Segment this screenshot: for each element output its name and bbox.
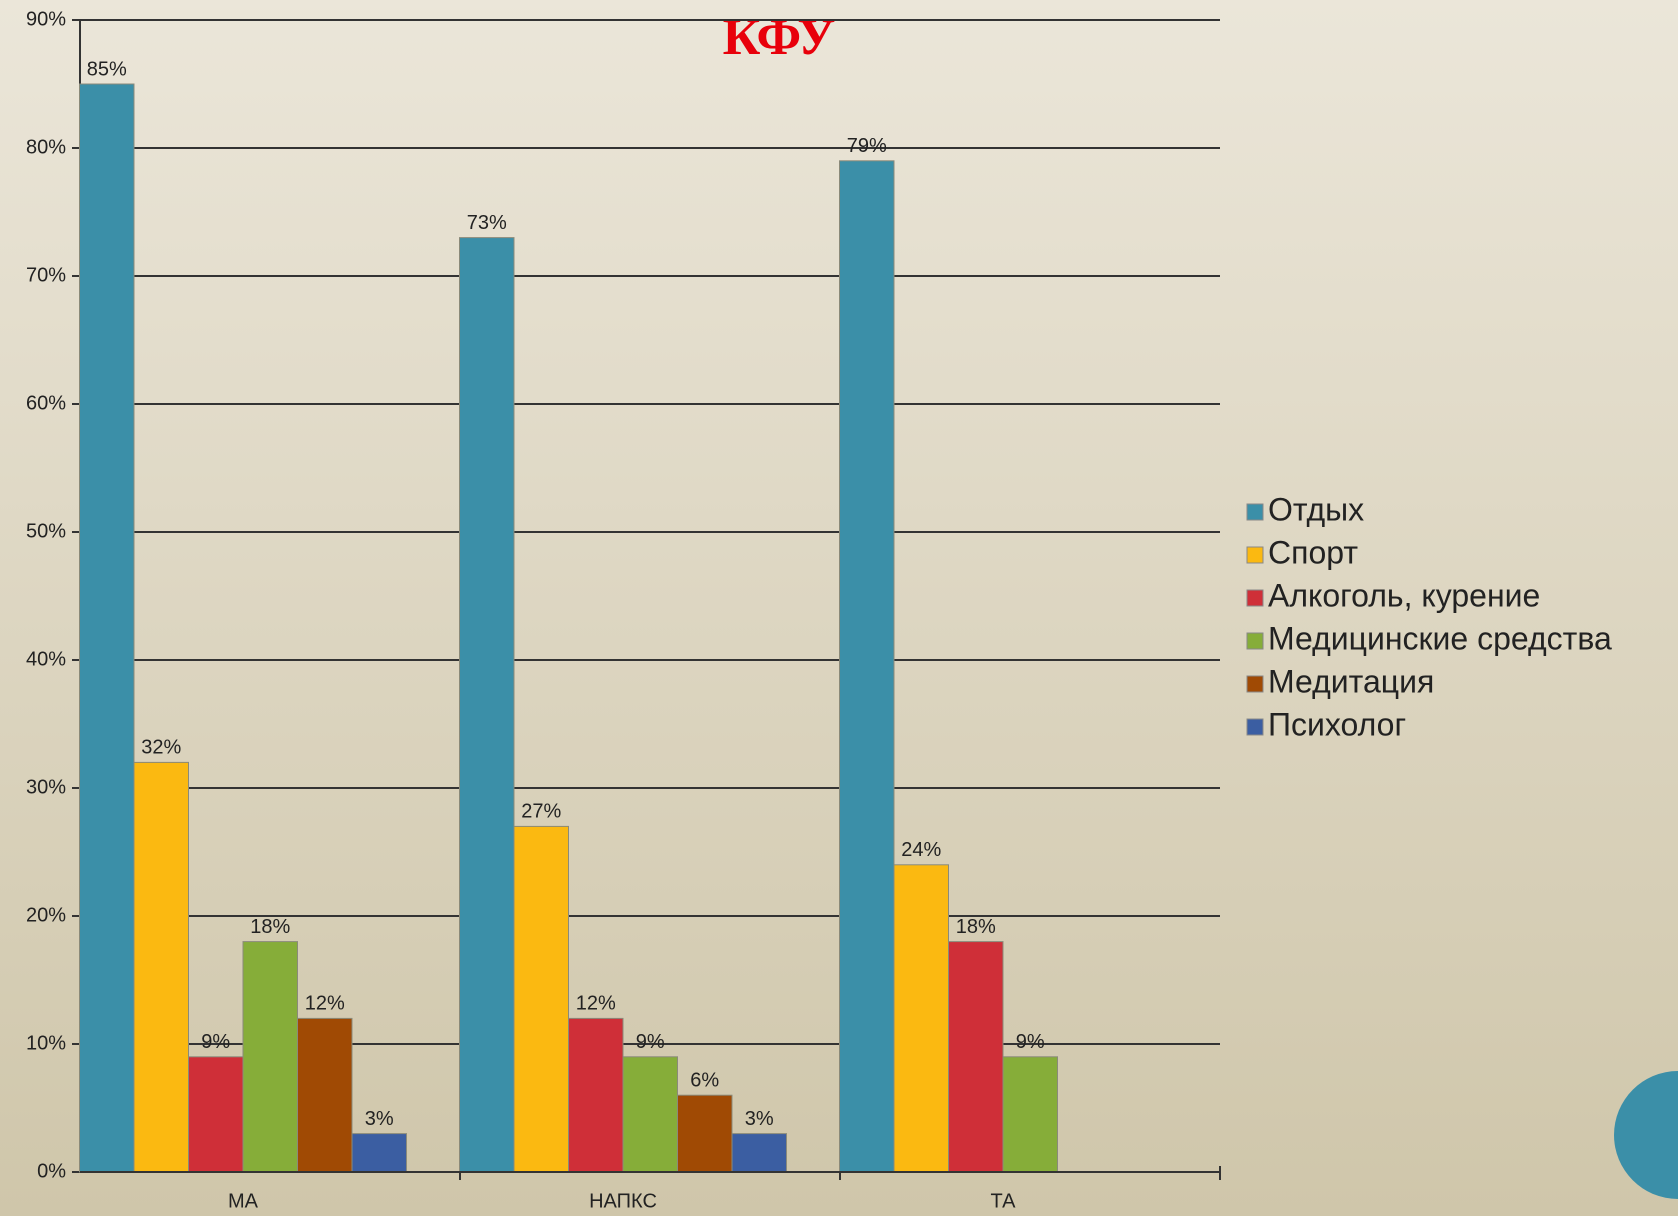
bar <box>297 1017 353 1173</box>
y-tick-label: 90% <box>26 8 66 30</box>
legend-swatch <box>1246 589 1264 607</box>
legend-swatch <box>1246 546 1264 564</box>
bar <box>513 825 569 1173</box>
legend-label: Алкоголь, курение <box>1268 577 1540 613</box>
bar <box>622 1056 678 1173</box>
data-label: 24% <box>901 839 941 861</box>
data-label: 79% <box>847 135 887 157</box>
bar <box>1002 1056 1058 1173</box>
bar <box>133 761 189 1173</box>
legend-swatch <box>1246 503 1264 521</box>
y-tick-label: 60% <box>26 392 66 414</box>
data-label: 9% <box>636 1031 665 1053</box>
bar <box>79 83 135 1173</box>
data-label: 18% <box>250 916 290 938</box>
x-tick-label: ТА <box>991 1190 1017 1212</box>
data-label: 12% <box>305 993 345 1015</box>
data-label: 32% <box>141 737 181 759</box>
data-label: 12% <box>576 993 616 1015</box>
legend-swatch <box>1246 675 1264 693</box>
bar <box>459 237 515 1173</box>
bar <box>731 1133 787 1173</box>
x-tick-label: НАПКС <box>589 1190 657 1212</box>
data-label: 3% <box>365 1108 394 1130</box>
bar <box>893 864 949 1173</box>
bar <box>839 160 895 1173</box>
legend-label: Отдых <box>1268 491 1364 527</box>
legend-swatch <box>1246 718 1264 736</box>
bar <box>677 1094 733 1173</box>
data-label: 6% <box>690 1069 719 1091</box>
bar <box>568 1017 624 1173</box>
y-tick-label: 50% <box>26 520 66 542</box>
legend-label: Психолог <box>1268 706 1406 742</box>
y-tick-label: 20% <box>26 904 66 926</box>
bar <box>188 1056 244 1173</box>
legend-swatch <box>1246 632 1264 650</box>
y-tick-label: 80% <box>26 136 66 158</box>
y-tick-label: 0% <box>37 1160 66 1182</box>
x-tick-label: МА <box>228 1190 259 1212</box>
chart-title: КФУ <box>723 9 836 66</box>
decor-circle <box>1614 1071 1678 1199</box>
bar <box>242 941 298 1173</box>
data-label: 27% <box>521 801 561 823</box>
y-tick-label: 70% <box>26 264 66 286</box>
bar <box>948 941 1004 1173</box>
bar <box>351 1133 407 1173</box>
data-label: 85% <box>87 58 127 80</box>
y-tick-label: 10% <box>26 1032 66 1054</box>
y-tick-label: 40% <box>26 648 66 670</box>
legend-label: Медитация <box>1268 663 1434 699</box>
data-label: 9% <box>201 1031 230 1053</box>
data-label: 9% <box>1016 1031 1045 1053</box>
data-label: 18% <box>956 916 996 938</box>
legend-label: Медицинские средства <box>1268 620 1612 656</box>
data-label: 3% <box>745 1108 774 1130</box>
data-label: 73% <box>467 212 507 234</box>
legend-label: Спорт <box>1268 534 1358 570</box>
y-tick-label: 30% <box>26 776 66 798</box>
